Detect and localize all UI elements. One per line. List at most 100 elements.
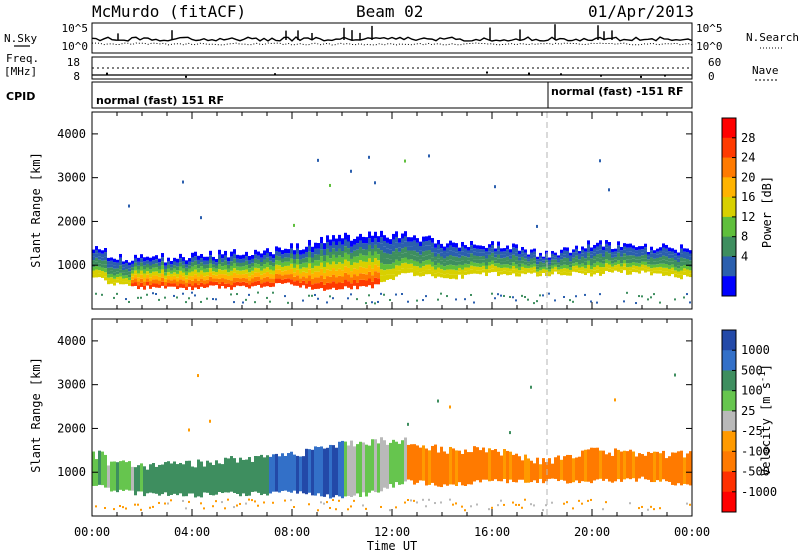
velocity-speckle [158,501,160,504]
power-cell [335,257,338,265]
power-cell [644,247,647,251]
power-cell [377,260,380,267]
power-cell [146,271,149,275]
power-cell [614,248,617,252]
power-cell [227,268,230,273]
power-cell [680,261,683,267]
power-cell [632,255,635,259]
power-cell [470,265,473,270]
power-cell [338,248,341,256]
power-cell [173,272,176,276]
power-cell [416,238,419,243]
power-cell [311,246,314,253]
power-cell [134,274,137,279]
power-cell [518,260,521,264]
power-cell [236,274,239,278]
power-cell [329,258,332,265]
power-cell [197,284,200,290]
nave-tick-bottom: 0 [708,70,715,83]
power-speckle [95,292,97,295]
power-cell [323,255,326,262]
power-cell [452,274,455,279]
power-cell [299,264,302,269]
velocity-speckle [203,507,205,510]
power-cell [398,251,401,257]
velocity-speckle [641,505,643,508]
y-tick-label: 4000 [57,334,86,348]
power-cell [119,276,122,281]
power-cell [680,253,683,258]
power-cell [224,260,227,266]
power-speckle [113,296,115,299]
power-cell [530,249,533,253]
power-cell [380,250,383,257]
velocity-cell [602,450,605,481]
power-cell [146,260,149,264]
power-cell [428,250,431,255]
colorbar-tick-label: 24 [741,151,755,165]
power-cell [548,264,551,267]
power-cell [554,255,557,258]
power-cell [392,262,395,269]
power-cell [128,274,131,278]
power-speckle [377,300,379,303]
power-speckle [470,293,472,296]
power-cell [116,265,119,269]
power-cell [674,263,677,267]
power-cell [677,274,680,278]
time-tick-label: 08:00 [274,525,310,539]
power-cell [410,268,413,273]
power-cell [227,261,230,265]
power-cell [233,258,236,264]
power-cell [422,251,425,257]
power-cell [569,255,572,259]
power-cell [482,255,485,260]
power-cell [587,264,590,270]
power-cell [413,260,416,266]
power-cell [491,244,494,249]
power-cell [563,264,566,269]
power-cell [197,268,200,273]
power-cell [296,264,299,270]
power-cell [374,271,377,278]
power-cell [305,267,308,273]
power-cell [113,265,116,269]
power-cell [371,242,374,249]
power-cell [170,264,173,268]
power-cell [590,261,593,266]
power-cell [179,279,182,284]
velocity-cell [554,457,557,479]
velocity-speckle [272,501,274,504]
velocity-speckle [317,509,319,512]
power-cell [401,248,404,254]
velocity-cell [635,456,638,482]
velocity-cell [665,458,668,482]
power-cell [158,284,161,288]
power-cell [476,266,479,271]
power-cell [473,259,476,263]
power-cell [134,278,137,283]
power-cell [530,252,533,256]
power-cell [554,257,557,260]
power-cell [644,258,647,262]
power-cell [278,256,281,261]
power-cell [311,257,314,263]
velocity-speckle [236,504,238,507]
power-cell [668,258,671,262]
velocity-cell [173,461,176,494]
power-cell [293,281,296,286]
power-cell [257,276,260,281]
velocity-cell [257,456,260,493]
power-cell [686,255,689,260]
power-cell [164,281,167,286]
power-x-ticks [91,112,693,309]
power-cell [185,264,188,268]
velocity-cell [686,453,689,485]
power-cell [128,271,131,275]
power-cell [596,265,599,270]
power-cell [680,248,683,254]
power-cell [143,261,146,266]
power-speckle [308,294,310,297]
velocity-cell [329,444,332,499]
velocity-cell [224,457,227,493]
